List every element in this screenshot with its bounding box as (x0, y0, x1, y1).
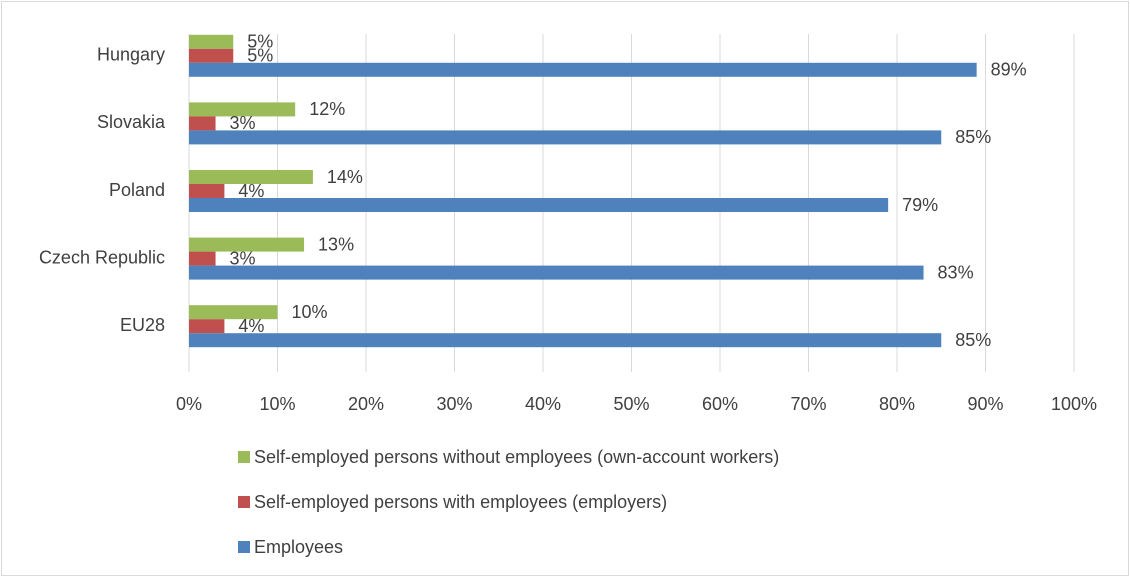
category-label: Slovakia (97, 112, 166, 132)
bar (189, 34, 234, 49)
bar (189, 333, 942, 348)
x-tick-label: 60% (702, 394, 738, 414)
bar (189, 198, 889, 212)
x-tick-label: 50% (613, 394, 649, 414)
legend-swatch (238, 496, 250, 508)
bar (189, 184, 225, 198)
bar (189, 48, 234, 63)
legend-entry: Self-employed persons without employees … (254, 447, 779, 467)
x-tick-label: 80% (879, 394, 915, 414)
bar (189, 130, 942, 145)
x-tick-label: 10% (259, 394, 295, 414)
x-tick-label: 90% (967, 394, 1003, 414)
bars (189, 34, 977, 348)
bar (189, 116, 216, 131)
category-label: Czech Republic (39, 247, 165, 267)
bar (189, 265, 924, 280)
data-label: 13% (318, 234, 354, 254)
data-label: 12% (309, 99, 345, 119)
data-label: 5% (247, 46, 273, 66)
data-label: 85% (955, 330, 991, 350)
data-label: 83% (938, 262, 974, 282)
x-tick-label: 0% (176, 394, 202, 414)
x-tick-label: 40% (525, 394, 561, 414)
data-label: 5% (247, 32, 273, 52)
data-labels: 5%5% 89% 12% 3% 85% 14% 4% 79% 13% 3% 83% 10% 4% 85% (230, 32, 1027, 350)
category-label: Hungary (97, 45, 165, 65)
bar (189, 305, 278, 320)
legend-swatch (238, 451, 250, 463)
x-axis-tick-labels: 0% 10% 20% 30% 40% 50% 60% 70% 80% 90% 100% (176, 394, 1097, 414)
x-tick-label: 20% (348, 394, 384, 414)
legend-entry: Employees (254, 537, 343, 557)
bar (189, 237, 305, 252)
data-label: 14% (327, 167, 363, 187)
x-tick-label: 30% (436, 394, 472, 414)
x-tick-label: 70% (790, 394, 826, 414)
legend: Self-employed persons without employees … (238, 447, 779, 557)
data-label: 89% (991, 60, 1027, 80)
bar (189, 319, 225, 334)
bar (189, 170, 313, 184)
data-label: 3% (230, 248, 256, 268)
data-label: 4% (238, 316, 264, 336)
category-labels: Hungary Slovakia Poland Czech Republic EU28 (39, 45, 166, 335)
category-label: Poland (109, 180, 165, 200)
bar (189, 251, 216, 266)
data-label: 85% (955, 127, 991, 147)
category-label: EU28 (120, 315, 165, 335)
data-label: 10% (292, 302, 328, 322)
legend-swatch (238, 541, 250, 553)
bar (189, 62, 977, 77)
bar (189, 102, 296, 117)
legend-entry: Self-employed persons with employees (em… (254, 492, 667, 512)
data-label: 3% (230, 113, 256, 133)
data-label: 79% (902, 195, 938, 215)
data-label: 4% (238, 181, 264, 201)
x-tick-label: 100% (1051, 394, 1097, 414)
